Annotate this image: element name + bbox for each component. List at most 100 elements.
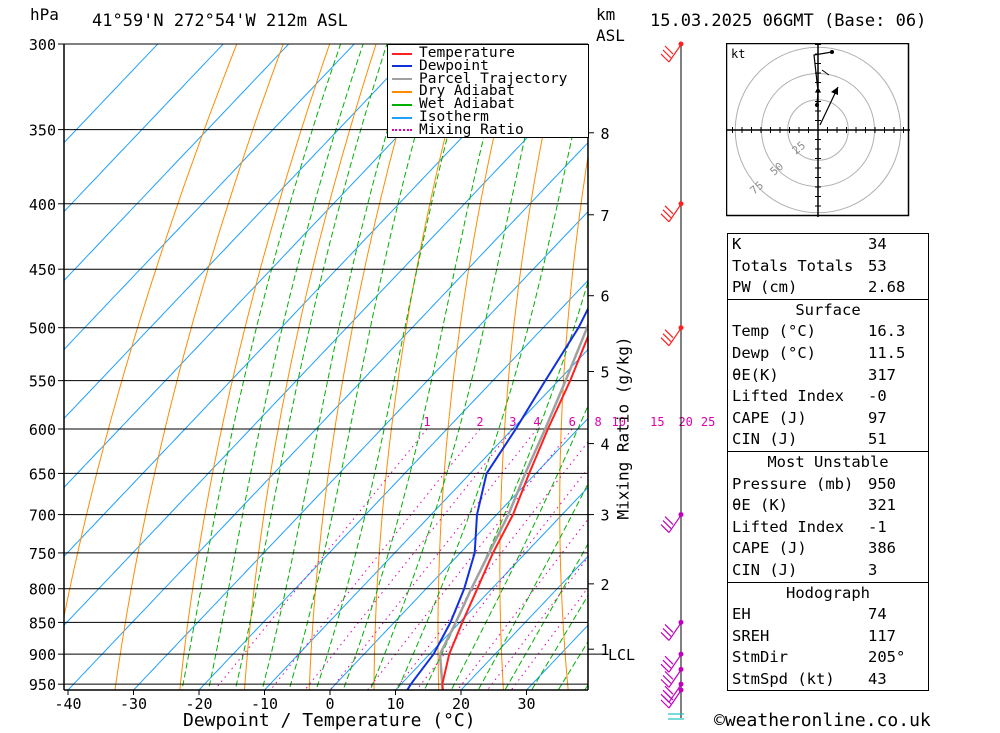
indices-value: 34 — [868, 235, 887, 253]
isotherm-line — [64, 72, 588, 627]
legend-label: Mixing Ratio — [419, 121, 524, 138]
indices-value: 53 — [868, 256, 887, 275]
wind-barb — [660, 329, 681, 347]
wet-adiabat-line — [181, 44, 342, 690]
indices-most-unstable-label: Pressure (mb) — [732, 474, 854, 493]
location-title: 41°59'N 272°54'W 212m ASL — [92, 11, 348, 31]
indices-surface-value: 97 — [868, 408, 887, 427]
datetime-title: 15.03.2025 06GMT (Base: 06) — [650, 11, 927, 31]
km-tick-label: 4 — [600, 436, 609, 454]
isotherm-line — [64, 44, 486, 489]
isotherm-line — [64, 44, 224, 213]
wind-barb — [660, 45, 681, 63]
dry-adiabat-line — [114, 44, 284, 690]
indices-surface-label: θE(K) — [732, 365, 779, 384]
legend-swatch — [392, 65, 412, 68]
x-tick-label: 0 — [325, 695, 334, 713]
mixing-ratio-label: 15 — [650, 415, 664, 429]
wet-adiabat-line — [450, 404, 588, 690]
legend-label: Parcel Trajectory — [419, 70, 568, 87]
isobars: 300 350 400 450 500 550 600 650 700 750 800 850 900 9… — [29, 36, 715, 694]
indices-hodograph-params-label: SREH — [732, 626, 770, 645]
indices-hodograph-params-row: StmDir 205° — [728, 647, 928, 669]
indices-table: K 34 Totals Totals 53 PW (cm) 2.68 Surface Te… — [727, 233, 929, 692]
mixing-ratio-line — [213, 428, 428, 690]
legend-swatch — [392, 78, 412, 81]
pressure-tick-label: 450 — [29, 261, 56, 279]
pressure-tick-label: 300 — [29, 36, 56, 54]
km-tick-label: 8 — [600, 125, 609, 143]
indices-most-unstable-row: CAPE (J) 386 — [728, 538, 928, 560]
wind-barb — [660, 516, 681, 534]
indices-surface-label: CAPE (J) — [732, 408, 807, 427]
hodograph-point — [830, 50, 834, 54]
x-tick-label: 20 — [452, 695, 470, 713]
indices-surface-value: 317 — [868, 365, 896, 384]
indices-most-unstable-value: 3 — [868, 560, 878, 579]
legend-item: Dry Adiabat — [392, 84, 515, 99]
legend-label: Temperature — [419, 45, 516, 61]
mixing-ratio-line — [486, 556, 588, 690]
indices-hodograph-params-row: EH 74 — [728, 604, 928, 626]
indices-most-unstable-value: 386 — [868, 539, 896, 558]
hodograph-trace — [813, 51, 833, 106]
indices-row: Totals Totals 53 — [728, 256, 928, 278]
pressure-tick-label: 850 — [29, 614, 56, 632]
site-name: weatheronline.co.uk — [724, 710, 931, 731]
indices-surface-value: 51 — [868, 430, 887, 449]
km-tick-label: 2 — [600, 576, 609, 594]
pressure-tick-label: 650 — [29, 465, 56, 483]
wet-adiabat-line — [504, 542, 588, 690]
isotherm-line — [64, 44, 552, 558]
wet-adiabat-line — [342, 44, 508, 690]
wind-barb — [660, 655, 681, 673]
wind-level-dot — [678, 687, 684, 693]
hodograph-section-title: Hodograph — [786, 583, 870, 602]
indices-most-unstable-row: Lifted Index -1 — [728, 517, 928, 539]
legend-swatch — [392, 52, 412, 55]
wind-level-dot — [678, 681, 684, 687]
mixing-ratio-label: 25 — [701, 415, 715, 429]
indices-value: 2.68 — [868, 278, 906, 297]
indices-hodograph-params-value: 74 — [868, 605, 887, 624]
dry-adiabat-line — [373, 44, 470, 690]
lcl-label: LCL — [608, 646, 635, 664]
wind-level-dot — [678, 619, 684, 625]
legend: Temperature Dewpoint Parcel Trajectory Dry … — [387, 44, 589, 138]
km-tick-label: 3 — [600, 507, 609, 525]
dewpoint-line — [406, 306, 588, 690]
dry-adiabat-line — [559, 153, 588, 690]
indices-most-unstable-value: -1 — [868, 517, 887, 536]
footer-credit: ©weatheronline.co.uk — [714, 710, 931, 731]
km-tick-label: 6 — [600, 288, 609, 306]
dry-adiabat-line — [64, 44, 238, 620]
wind-barb — [660, 691, 681, 709]
indices-row: PW (cm) 2.68 — [728, 277, 928, 299]
indices-hodograph-params-label: StmDir — [732, 648, 788, 667]
hodograph-point — [815, 103, 819, 107]
mixing-ratio-label: 1 — [423, 415, 430, 429]
pressure-tick-label: 950 — [29, 676, 56, 694]
legend-item: Parcel Trajectory — [392, 70, 568, 87]
legend-swatch — [392, 90, 412, 93]
indices-most-unstable-label: CIN (J) — [732, 560, 798, 579]
hodograph-point — [816, 89, 820, 93]
x-tick-label: -40 — [54, 695, 81, 713]
legend-label: Isotherm — [419, 109, 489, 125]
wind-level-dot — [678, 41, 684, 47]
pressure-tick-label: 600 — [29, 421, 56, 439]
indices-surface-row: Lifted Index -0 — [728, 386, 928, 408]
indices-surface-value: -0 — [868, 387, 887, 406]
indices-most-unstable-row: CIN (J) 3 — [728, 560, 928, 582]
indices-label: K — [732, 235, 742, 253]
wind-level-dot — [678, 201, 684, 207]
mixing-ratio-label: 10 — [612, 415, 626, 429]
x-tick-label: -10 — [251, 695, 278, 713]
wet-adiabat-line — [531, 594, 588, 690]
indices-label: Totals Totals — [732, 256, 854, 275]
dry-adiabat-line — [437, 44, 516, 690]
isotherm-line — [67, 141, 588, 690]
indices-surface-row: Temp (°C) 16.3 — [728, 321, 928, 343]
